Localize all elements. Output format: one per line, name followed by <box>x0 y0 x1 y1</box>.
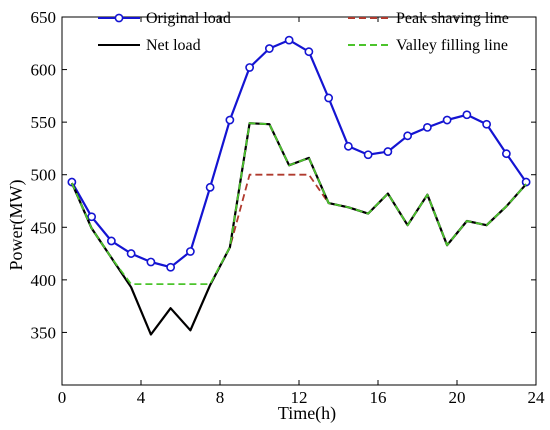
data-point-original-load <box>442 115 452 125</box>
legend-marker-original-load <box>114 13 124 23</box>
data-point-original-load <box>225 115 235 125</box>
ticks: 0 4 8 12 16 20 24 350 400 450 500 550 600 650 <box>31 8 546 407</box>
x-tick-label: 24 <box>528 388 546 407</box>
data-point-original-load <box>166 262 176 272</box>
data-point-original-load <box>106 236 116 246</box>
y-tick-label: 500 <box>31 166 57 185</box>
x-tick-label: 8 <box>216 388 225 407</box>
y-tick-label: 550 <box>31 113 57 132</box>
x-axis-title: Time(h) <box>278 403 336 424</box>
data-point-original-load <box>205 182 215 192</box>
x-tick-label: 16 <box>370 388 387 407</box>
series <box>67 35 531 336</box>
y-tick-label: 650 <box>31 8 57 27</box>
y-tick-label: 400 <box>31 271 57 290</box>
y-tick-label: 600 <box>31 61 57 80</box>
y-axis-title: Power(MW) <box>6 180 27 271</box>
data-point-original-load <box>363 150 373 160</box>
legend-label-original-load: Original load <box>146 10 231 27</box>
x-tick-label: 20 <box>449 388 466 407</box>
data-point-original-load <box>146 257 156 267</box>
data-point-original-load <box>403 131 413 141</box>
legend-label-peak-shaving-line: Peak shaving line <box>396 10 509 27</box>
data-point-original-load <box>482 119 492 129</box>
data-point-original-load <box>462 110 472 120</box>
legend: Original load Net load Peak shaving line Va… <box>98 10 509 54</box>
series-net-load <box>70 122 527 336</box>
x-tick-label: 12 <box>291 388 308 407</box>
data-point-original-load <box>245 63 255 72</box>
x-tick-label: 4 <box>137 388 146 407</box>
axes-frame <box>61 16 537 386</box>
data-point-original-load <box>501 149 511 159</box>
series-valley-filling-line <box>71 122 527 286</box>
data-point-original-load <box>422 123 432 132</box>
data-point-original-load <box>284 35 294 45</box>
data-point-original-load <box>343 141 353 151</box>
data-point-original-load <box>383 147 393 156</box>
data-point-original-load <box>304 47 314 57</box>
y-tick-label: 350 <box>31 323 57 342</box>
legend-label-net-load: Net load <box>146 37 201 54</box>
data-point-original-load <box>87 212 97 222</box>
axes <box>61 16 537 386</box>
data-point-original-load <box>264 44 274 53</box>
data-point-original-load <box>324 93 334 103</box>
y-tick-label: 450 <box>31 218 57 237</box>
data-point-original-load <box>185 247 195 256</box>
legend-label-valley-filling-line: Valley filling line <box>396 37 508 54</box>
x-tick-label: 0 <box>58 388 67 407</box>
data-point-original-load <box>126 249 136 258</box>
